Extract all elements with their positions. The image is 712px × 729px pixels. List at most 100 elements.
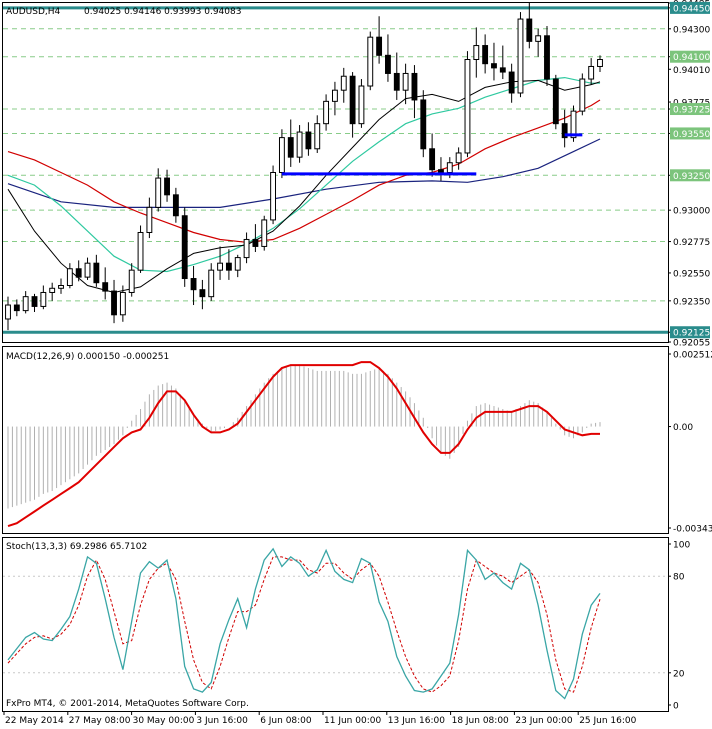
candle-bear [102, 282, 109, 292]
macd-tick-label: 0.00 [673, 423, 693, 433]
price-tag [670, 103, 710, 116]
candle [473, 27, 480, 78]
candle-bull [243, 238, 250, 259]
candle-bull [234, 257, 241, 271]
candle-bear [190, 278, 197, 291]
trendlines [281, 133, 583, 176]
candle-bull [128, 269, 135, 293]
stoch-tick-label: 100 [673, 541, 690, 551]
time-tick-label: 13 Jun 16:00 [388, 716, 445, 726]
time-tick-label: 6 Jun 08:00 [260, 716, 312, 726]
price-axis: 0.944850.944500.943000.941000.940100.937… [668, 0, 710, 349]
time-tick-label: 27 May 08:00 [69, 716, 131, 726]
candle [190, 265, 197, 306]
candle [128, 263, 135, 297]
candle [172, 187, 179, 223]
stoch-axis: 100 80 20 0 [668, 541, 690, 712]
candle-bull [208, 269, 215, 298]
candle [561, 109, 568, 148]
candle [93, 254, 100, 287]
stoch-tick-label: 20 [673, 669, 685, 679]
candle [464, 51, 471, 158]
candle-bull [155, 177, 162, 208]
candle [305, 122, 312, 156]
candle-bull [579, 78, 586, 112]
price-tick-label: 0.93000 [673, 207, 710, 217]
price-tick-label: 0.94100 [673, 53, 710, 63]
candle-bear [482, 45, 489, 65]
ohlc-readout: 0.94025 0.94146 0.93993 0.94083 [84, 7, 241, 17]
candle-bear [552, 78, 559, 125]
price-tick-label: 0.93725 [673, 106, 710, 116]
candle [40, 285, 47, 310]
time-tick-label: 25 Jun 16:00 [579, 716, 636, 726]
candle [535, 28, 542, 57]
price-tag [670, 1, 710, 14]
time-tick-label: 3 Jun 16:00 [196, 716, 248, 726]
ma-black-line [7, 79, 601, 294]
candle [367, 31, 374, 91]
ma-blue-line [7, 138, 601, 208]
copyright: FxPro MT4, © 2001-2014, MetaQuotes Softw… [6, 699, 249, 709]
candle [155, 168, 162, 212]
ma-red-line [7, 99, 601, 243]
candle-bear [225, 262, 232, 271]
candle [323, 94, 330, 131]
price-tick-label: 0.92550 [673, 269, 710, 279]
candle-bear [438, 169, 444, 173]
candle-bear [31, 296, 38, 307]
candles [5, 2, 603, 331]
candle [411, 65, 418, 119]
candle [5, 296, 11, 331]
candle-bull [217, 262, 223, 271]
candle-bull [119, 291, 126, 316]
candle [75, 260, 82, 282]
candle [296, 125, 303, 163]
candle-bull [137, 231, 144, 271]
candle [225, 249, 232, 280]
candle-bear [93, 262, 100, 284]
candle-bear [526, 18, 533, 42]
macd-axis: 0.002512 0.00 -0.00343 [668, 351, 712, 535]
time-tick-label: 30 May 00:00 [133, 716, 195, 726]
candle [588, 58, 595, 85]
candle-bull [22, 296, 29, 312]
candle [252, 224, 259, 253]
candle [270, 165, 277, 225]
candle [420, 90, 427, 158]
candle-bull [146, 206, 153, 233]
candle [137, 225, 144, 273]
candle [570, 105, 577, 142]
macd-signal-line [7, 361, 600, 528]
stoch-series [3, 547, 668, 700]
candle [393, 52, 400, 100]
candle-bull [66, 268, 73, 286]
candle [13, 299, 20, 317]
candle-bull [464, 59, 471, 154]
candle-bear [508, 71, 515, 94]
candle-bear [393, 72, 400, 91]
candle [146, 197, 153, 239]
price-tick-label: 0.92350 [673, 297, 710, 307]
candle [508, 63, 515, 103]
price-tag [670, 326, 710, 339]
time-tick-label: 11 Jun 00:00 [324, 716, 381, 726]
candle-bull [570, 110, 577, 139]
price-tick-label: 0.94450 [673, 4, 710, 14]
candle [455, 147, 462, 170]
candle-bear [172, 194, 179, 217]
candle-bear [411, 72, 418, 101]
price-levels [3, 6, 668, 334]
candle [287, 119, 294, 167]
price-tick-label: 0.92775 [673, 238, 710, 248]
macd-panel-frame [2, 346, 669, 534]
candle [552, 74, 559, 130]
candle-bull [296, 131, 303, 158]
candle [544, 26, 550, 87]
stoch-main-line [7, 547, 601, 700]
candle-bull [49, 287, 56, 293]
stoch-panel-frame [2, 537, 669, 712]
candle [66, 263, 73, 289]
moving-averages [7, 76, 601, 294]
